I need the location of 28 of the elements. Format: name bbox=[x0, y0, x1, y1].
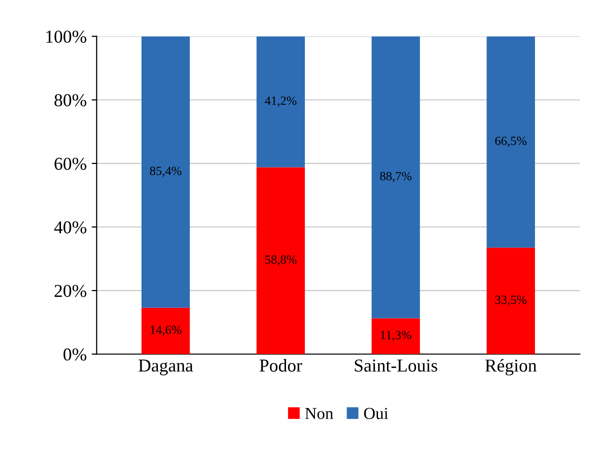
y-tick-label: 40% bbox=[54, 221, 86, 234]
legend-label: Non bbox=[305, 408, 334, 420]
legend-label: Oui bbox=[364, 408, 388, 420]
data-label: 66,5% bbox=[495, 136, 527, 147]
bar bbox=[486, 36, 535, 248]
bar bbox=[256, 167, 305, 354]
y-tick-label: 100% bbox=[46, 30, 86, 43]
y-tick-label: 60% bbox=[54, 158, 86, 170]
x-tick-label: Dagana bbox=[138, 360, 193, 376]
data-label: 33,5% bbox=[495, 296, 527, 306]
data-label: 85,4% bbox=[150, 166, 182, 177]
bar bbox=[142, 36, 190, 308]
x-tick-label: Région bbox=[485, 358, 537, 376]
bar bbox=[256, 36, 305, 168]
data-label: 88,7% bbox=[380, 172, 412, 182]
bar bbox=[486, 248, 535, 354]
data-label: 11,3% bbox=[380, 330, 412, 342]
bar bbox=[142, 308, 190, 354]
y-tick-label: 20% bbox=[54, 284, 86, 298]
data-label: 41,2% bbox=[264, 96, 296, 107]
data-label: 14,6% bbox=[150, 326, 182, 336]
x-tick-label: Podor bbox=[260, 358, 302, 372]
data-label: 58,8% bbox=[265, 255, 296, 266]
y-tick-label: 0% bbox=[64, 348, 86, 361]
y-tick-label: 80% bbox=[54, 94, 86, 106]
bar bbox=[372, 318, 420, 354]
x-tick-label: Saint-Louis bbox=[354, 360, 438, 372]
bar bbox=[372, 36, 420, 318]
